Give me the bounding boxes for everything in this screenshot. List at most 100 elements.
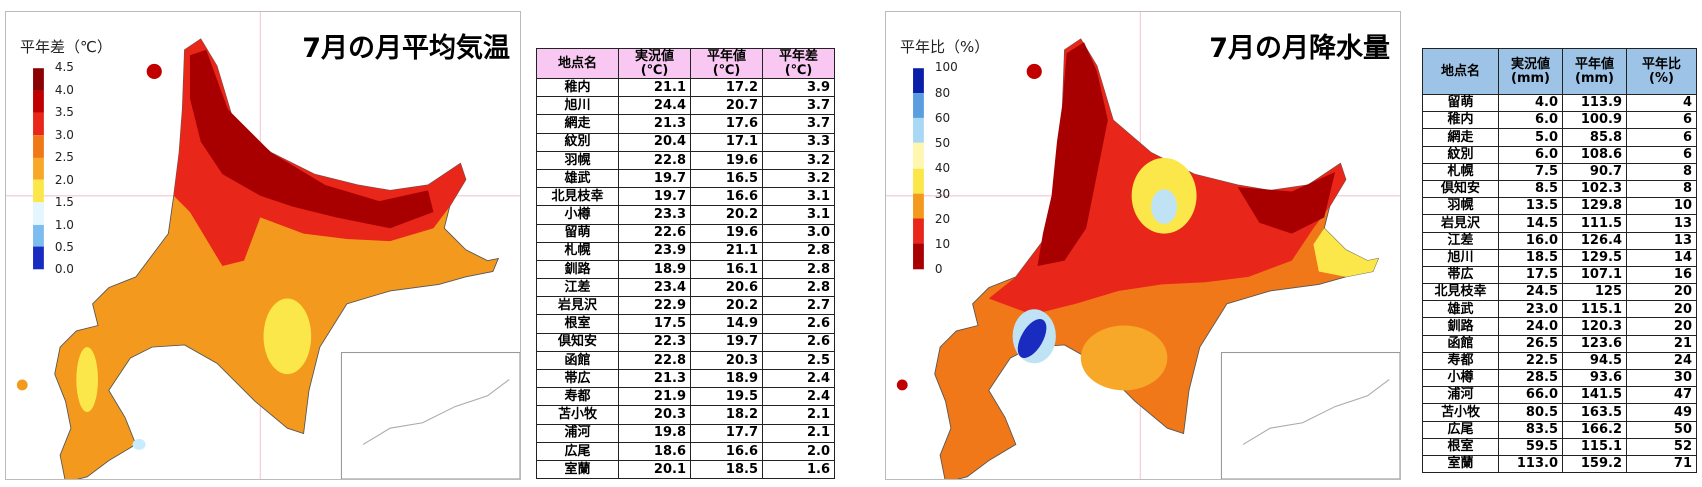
table-cell: 寿都 — [536, 387, 619, 407]
header-text: 実況値 — [1510, 56, 1550, 72]
legend-title: 平年比（%） — [900, 38, 990, 56]
header-text: 平年値 — [1574, 56, 1614, 72]
table-cell: 21.1 — [618, 77, 691, 98]
table-cell: 19.7 — [618, 187, 691, 207]
table-cell: 19.6 — [690, 150, 763, 170]
table-cell: 江差 — [1422, 231, 1499, 250]
table-cell: 倶知安 — [1422, 179, 1499, 199]
header-text: 地点名 — [1440, 63, 1480, 79]
table-cell: 4.0 — [1498, 93, 1563, 113]
header-text: (℃) — [640, 62, 669, 78]
table-cell: 3.7 — [762, 114, 835, 134]
table-cell: 22.5 — [1498, 351, 1563, 371]
table-cell: 90.7 — [1562, 162, 1627, 181]
legend-swatch — [33, 202, 44, 225]
table-cell: 5.0 — [1498, 128, 1563, 147]
table-cell: 17.2 — [690, 77, 763, 98]
table-cell: 18.2 — [690, 405, 763, 425]
table-cell: 14.9 — [690, 314, 763, 334]
table-cell: 26.5 — [1498, 334, 1563, 353]
table-cell: 113.0 — [1498, 454, 1563, 474]
table-cell: 寿都 — [1422, 351, 1499, 371]
table-cell: 6.0 — [1498, 111, 1563, 130]
table-cell: 網走 — [536, 114, 619, 134]
zone — [1313, 228, 1379, 277]
table-cell: 室蘭 — [1422, 454, 1499, 474]
table-row: 室蘭 113.0 159.2 71 — [1422, 454, 1697, 474]
table-row: 網走 5.0 85.8 6 — [1422, 128, 1697, 147]
table-cell: 22.8 — [618, 150, 691, 170]
legend-label: 1.5 — [54, 195, 74, 210]
table-cell: 函館 — [536, 350, 619, 371]
table-cell: 8.5 — [1498, 179, 1563, 199]
table-cell: 17.1 — [690, 132, 763, 152]
header-text: 平年値 — [706, 48, 746, 64]
table-cell: 16.0 — [1498, 231, 1563, 250]
table-row: 苫小牧 80.5 163.5 49 — [1422, 403, 1697, 422]
legend-swatch — [33, 68, 44, 91]
table-cell: 30 — [1626, 368, 1697, 388]
table-cell: 帯広 — [1422, 265, 1499, 285]
table-cell: 釧路 — [536, 259, 619, 280]
table-cell: 24.5 — [1498, 283, 1563, 302]
inset-island — [1242, 379, 1390, 445]
table-cell: 93.6 — [1562, 368, 1627, 388]
table-cell: 111.5 — [1562, 214, 1627, 233]
legend-label: 0 — [934, 262, 943, 277]
table-cell: 18.9 — [690, 368, 763, 389]
table-cell: 166.2 — [1562, 420, 1627, 439]
table-cell: 13.5 — [1498, 197, 1563, 216]
map-title: 7月の月降水量 — [1209, 33, 1390, 64]
table-cell: 28.5 — [1498, 368, 1563, 388]
table-row: 釧路 18.9 16.1 2.8 — [536, 259, 835, 280]
table-row: 羽幌 13.5 129.8 10 — [1422, 197, 1697, 216]
table-row: 浦河 66.0 141.5 47 — [1422, 386, 1697, 405]
table-cell: 21.3 — [618, 114, 691, 134]
table-cell: 113.9 — [1562, 93, 1627, 113]
table-cell: 22.3 — [618, 332, 691, 352]
table-row: 旭川 18.5 129.5 14 — [1422, 248, 1697, 267]
table-row: 広尾 18.6 16.6 2.0 — [536, 441, 835, 461]
table-cell: 19.6 — [690, 223, 763, 243]
table-cell: 北見枝幸 — [1422, 283, 1499, 302]
table-cell: 83.5 — [1498, 420, 1563, 439]
legend-label: 20 — [934, 211, 951, 226]
table-cell: 7.5 — [1498, 162, 1563, 181]
table-row: 函館 26.5 123.6 21 — [1422, 334, 1697, 353]
table-cell: 根室 — [1422, 437, 1499, 456]
table-cell: 2.6 — [762, 332, 835, 352]
table-cell: 根室 — [536, 314, 619, 334]
table-row: 江差 16.0 126.4 13 — [1422, 231, 1697, 250]
table-row: 岩見沢 22.9 20.2 2.7 — [536, 296, 835, 316]
table-row: 紋別 6.0 108.6 6 — [1422, 145, 1697, 164]
legend-label: 80 — [934, 85, 951, 100]
table-cell: 141.5 — [1562, 386, 1627, 405]
table-cell: 21.3 — [618, 368, 691, 389]
table-cell: 岩見沢 — [1422, 214, 1499, 233]
table-cell: 紋別 — [1422, 145, 1499, 164]
map-graphic — [6, 12, 520, 479]
table-cell: 102.3 — [1562, 179, 1627, 199]
table-row: 小樽 23.3 20.2 3.1 — [536, 205, 835, 225]
table-row: 羽幌 22.8 19.6 3.2 — [536, 150, 835, 170]
legend-title: 平年差（℃） — [20, 38, 112, 56]
table-cell: 17.6 — [690, 114, 763, 134]
table-row: 北見枝幸 24.5 125 20 — [1422, 283, 1697, 302]
table-cell: 6 — [1626, 128, 1697, 147]
table-cell: 108.6 — [1562, 145, 1627, 164]
header-row: 地点名 実況値 (℃) 平年値 (℃) 平年差 (℃) — [536, 48, 835, 79]
table-cell: 19.5 — [690, 387, 763, 407]
table-row: 釧路 24.0 120.3 20 — [1422, 317, 1697, 336]
table-cell: 函館 — [1422, 334, 1499, 353]
table-cell: 20 — [1626, 317, 1697, 336]
table-cell: 羽幌 — [1422, 197, 1499, 216]
table-row: 帯広 17.5 107.1 16 — [1422, 265, 1697, 285]
zone — [1080, 325, 1168, 391]
table-cell: 23.9 — [618, 241, 691, 261]
table-row: 北見枝幸 19.7 16.6 3.1 — [536, 187, 835, 207]
inset — [340, 351, 520, 479]
inset-island — [362, 379, 510, 445]
table-cell: 23.3 — [618, 205, 691, 225]
table-cell: 3.0 — [762, 223, 835, 243]
table-cell: 20 — [1626, 283, 1697, 302]
